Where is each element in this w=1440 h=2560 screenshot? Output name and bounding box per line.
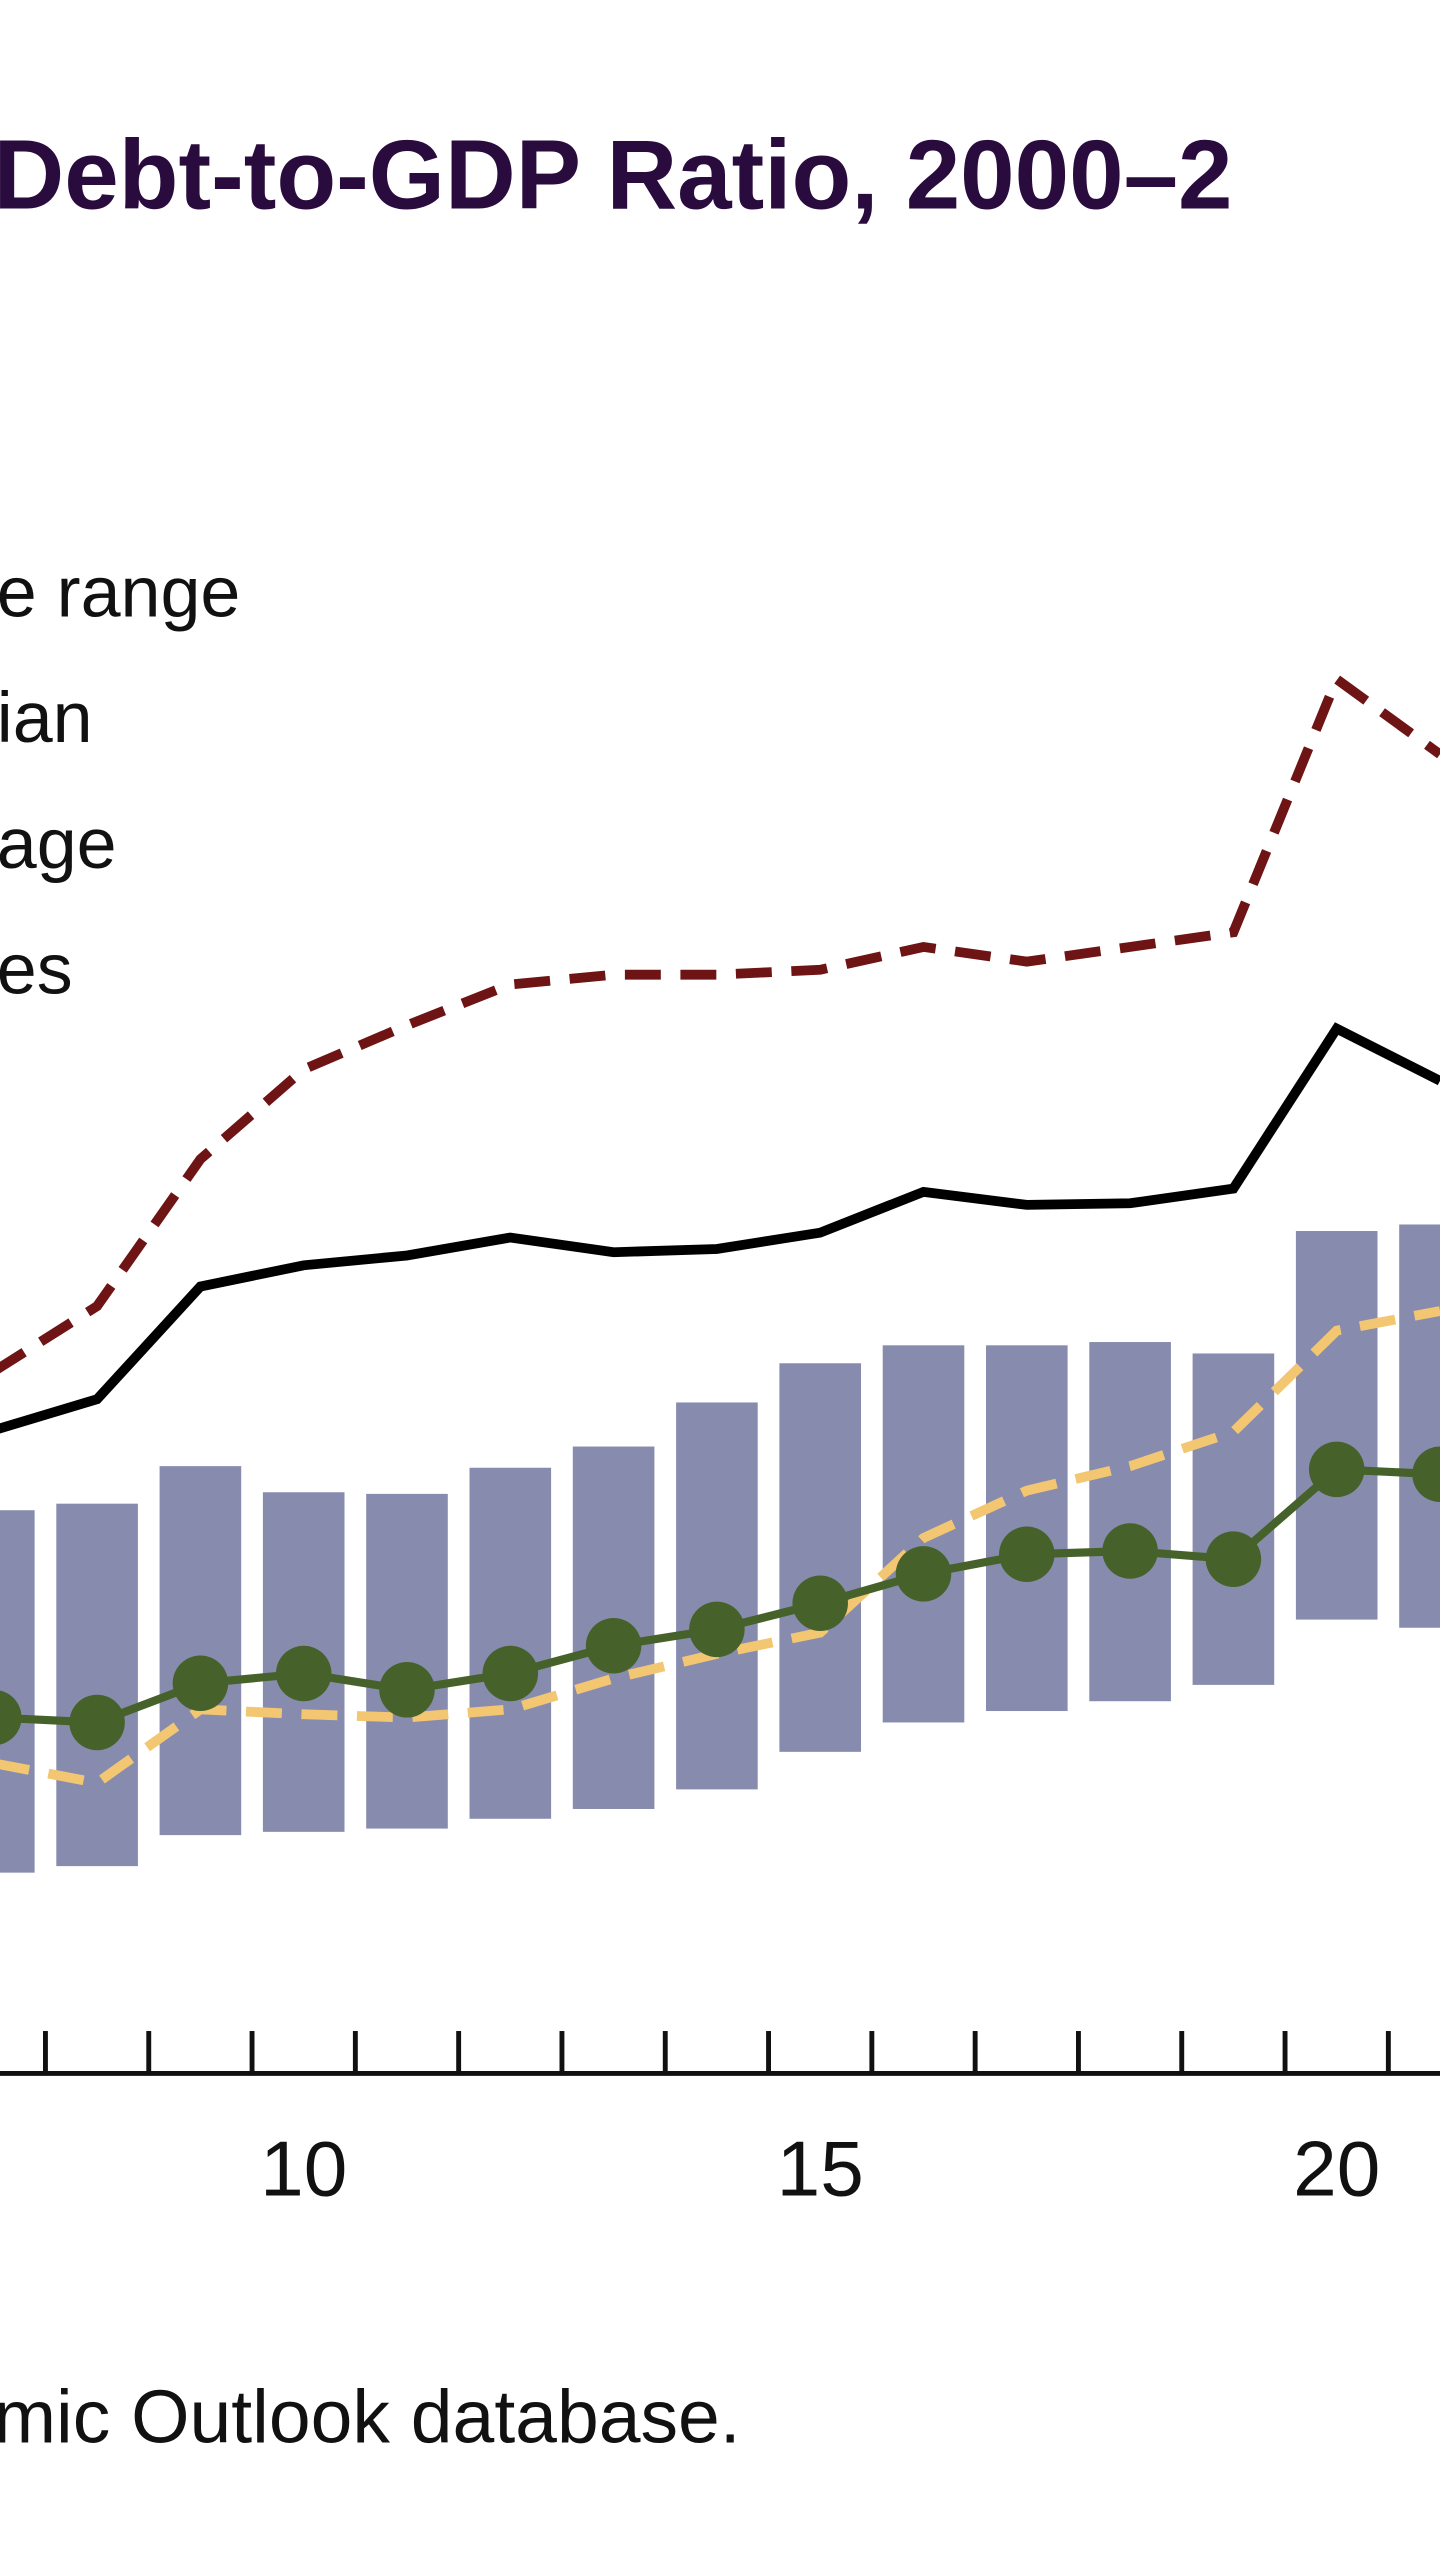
legend-label: age xyxy=(0,804,117,884)
data-point xyxy=(379,1662,435,1718)
data-point xyxy=(999,1526,1055,1583)
legend-label: es xyxy=(0,930,73,1010)
data-point xyxy=(895,1546,952,1602)
data-point xyxy=(482,1645,539,1702)
range-bar xyxy=(159,1466,242,1836)
legend-label: ian xyxy=(0,678,93,758)
x-tick-label: 20 xyxy=(1293,2124,1380,2212)
range-bar xyxy=(1192,1353,1275,1685)
data-point xyxy=(1308,1441,1365,1498)
data-point xyxy=(0,1690,22,1745)
data-point xyxy=(689,1601,745,1658)
range-bar xyxy=(1089,1342,1171,1702)
x-tick-label: 15 xyxy=(777,2124,864,2212)
range-bar xyxy=(779,1363,862,1752)
range-bar xyxy=(56,1503,138,1867)
data-point xyxy=(172,1655,229,1712)
source-note: mic Outlook database. xyxy=(0,2375,741,2459)
chart-title: Debt-to-GDP Ratio, 2000–2 xyxy=(0,120,1233,230)
data-point xyxy=(1102,1523,1158,1579)
data-point xyxy=(585,1617,642,1674)
legend-label: e range xyxy=(0,553,240,633)
data-point xyxy=(792,1575,848,1632)
range-bar xyxy=(366,1493,448,1829)
series-line xyxy=(0,1022,1440,1434)
data-point xyxy=(1205,1531,1262,1587)
range-bar xyxy=(676,1402,758,1790)
x-tick-label: 10 xyxy=(260,2124,347,2212)
data-point xyxy=(275,1645,332,1702)
range-bar xyxy=(1399,1224,1440,1628)
data-point xyxy=(69,1694,125,1751)
range-bar xyxy=(469,1467,552,1819)
range-bar xyxy=(1295,1231,1378,1620)
range-bar xyxy=(0,1510,35,1873)
data-point xyxy=(1412,1446,1440,1503)
series-line xyxy=(0,671,1440,1374)
